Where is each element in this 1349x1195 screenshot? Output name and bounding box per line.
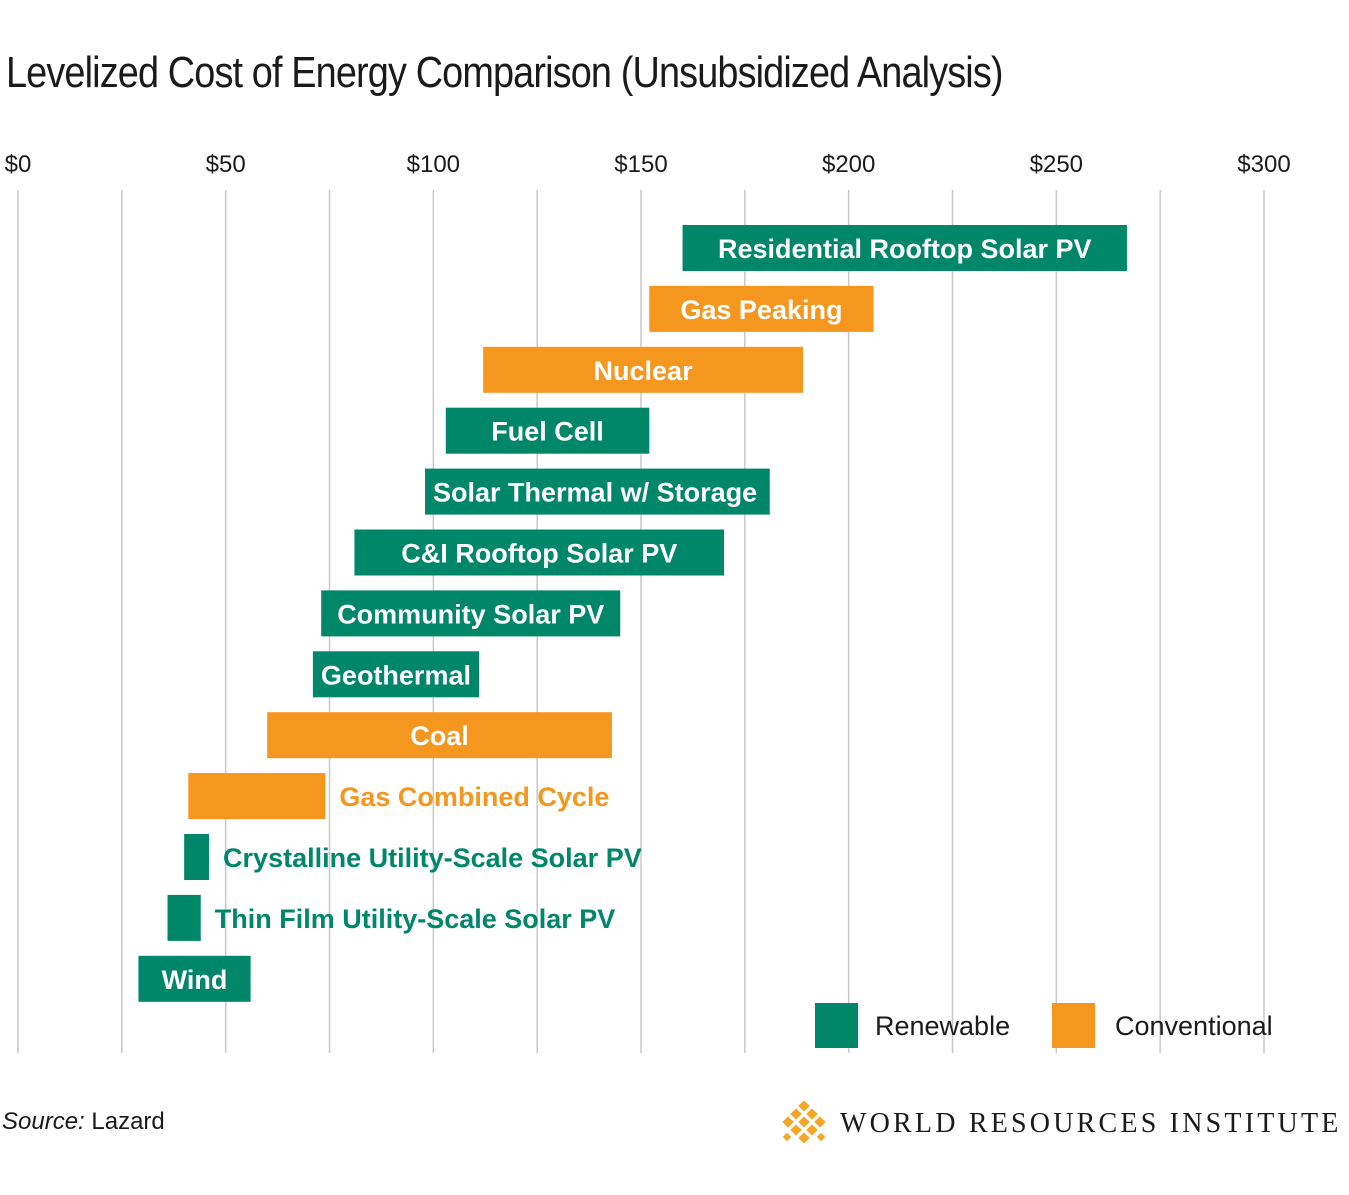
legend-label: Renewable [875, 1011, 1010, 1041]
x-tick-label: $150 [614, 151, 667, 178]
legend-label: Conventional [1115, 1011, 1273, 1041]
bars: Residential Rooftop Solar PV Gas Peaking N… [138, 225, 1127, 1002]
wri-logo-icon [782, 1100, 826, 1144]
bar [267, 712, 612, 759]
bar [188, 773, 326, 820]
source-value: Lazard [84, 1108, 165, 1135]
x-tick-label: $0 [5, 151, 32, 178]
bar [649, 285, 874, 332]
x-tick-label: $100 [407, 151, 460, 178]
bar-label: Crystalline Utility-Scale Solar PV [223, 843, 642, 873]
x-tick-label: $50 [206, 151, 246, 178]
legend-swatch [1052, 1003, 1095, 1048]
legend-swatch [815, 1003, 858, 1048]
bar [321, 590, 621, 637]
bar [354, 529, 725, 576]
bar-label: Solar Thermal w/ Storage [433, 478, 757, 508]
bar-label: Community Solar PV [337, 599, 604, 629]
bar [184, 834, 210, 880]
x-axis-ticks: $0 $50 $100 $150 $200 $250 $300 [5, 151, 1291, 178]
organization-name: WORLD RESOURCES INSTITUTE [840, 1108, 1342, 1139]
gridlines [17, 190, 1265, 1053]
bar [483, 346, 803, 393]
bar-label: Residential Rooftop Solar PV [718, 234, 1092, 264]
x-tick-label: $300 [1237, 151, 1290, 178]
bar [167, 894, 201, 941]
bar [138, 955, 251, 1002]
source-label: Source: [2, 1108, 85, 1135]
bar-label: Gas Peaking [680, 295, 842, 325]
x-tick-label: $200 [822, 151, 875, 178]
source-note: Source: Lazard [2, 1108, 165, 1136]
bar [682, 225, 1127, 271]
x-tick-label: $250 [1030, 151, 1083, 178]
bar-label: Gas Combined Cycle [339, 782, 609, 812]
bar [312, 651, 480, 698]
legend: Renewable Conventional [815, 1003, 1273, 1048]
bar [445, 407, 650, 454]
bar-label: Nuclear [594, 356, 694, 386]
bar-label: C&I Rooftop Solar PV [401, 539, 677, 569]
bar-label: Fuel Cell [491, 417, 604, 447]
bar [425, 468, 770, 515]
bar-label: Wind [162, 965, 228, 995]
bar-label: Geothermal [321, 660, 471, 690]
bar-label: Thin Film Utility-Scale Solar PV [215, 904, 616, 934]
chart-title: Levelized Cost of Energy Comparison (Uns… [6, 48, 1004, 97]
bar-label: Coal [410, 721, 469, 751]
